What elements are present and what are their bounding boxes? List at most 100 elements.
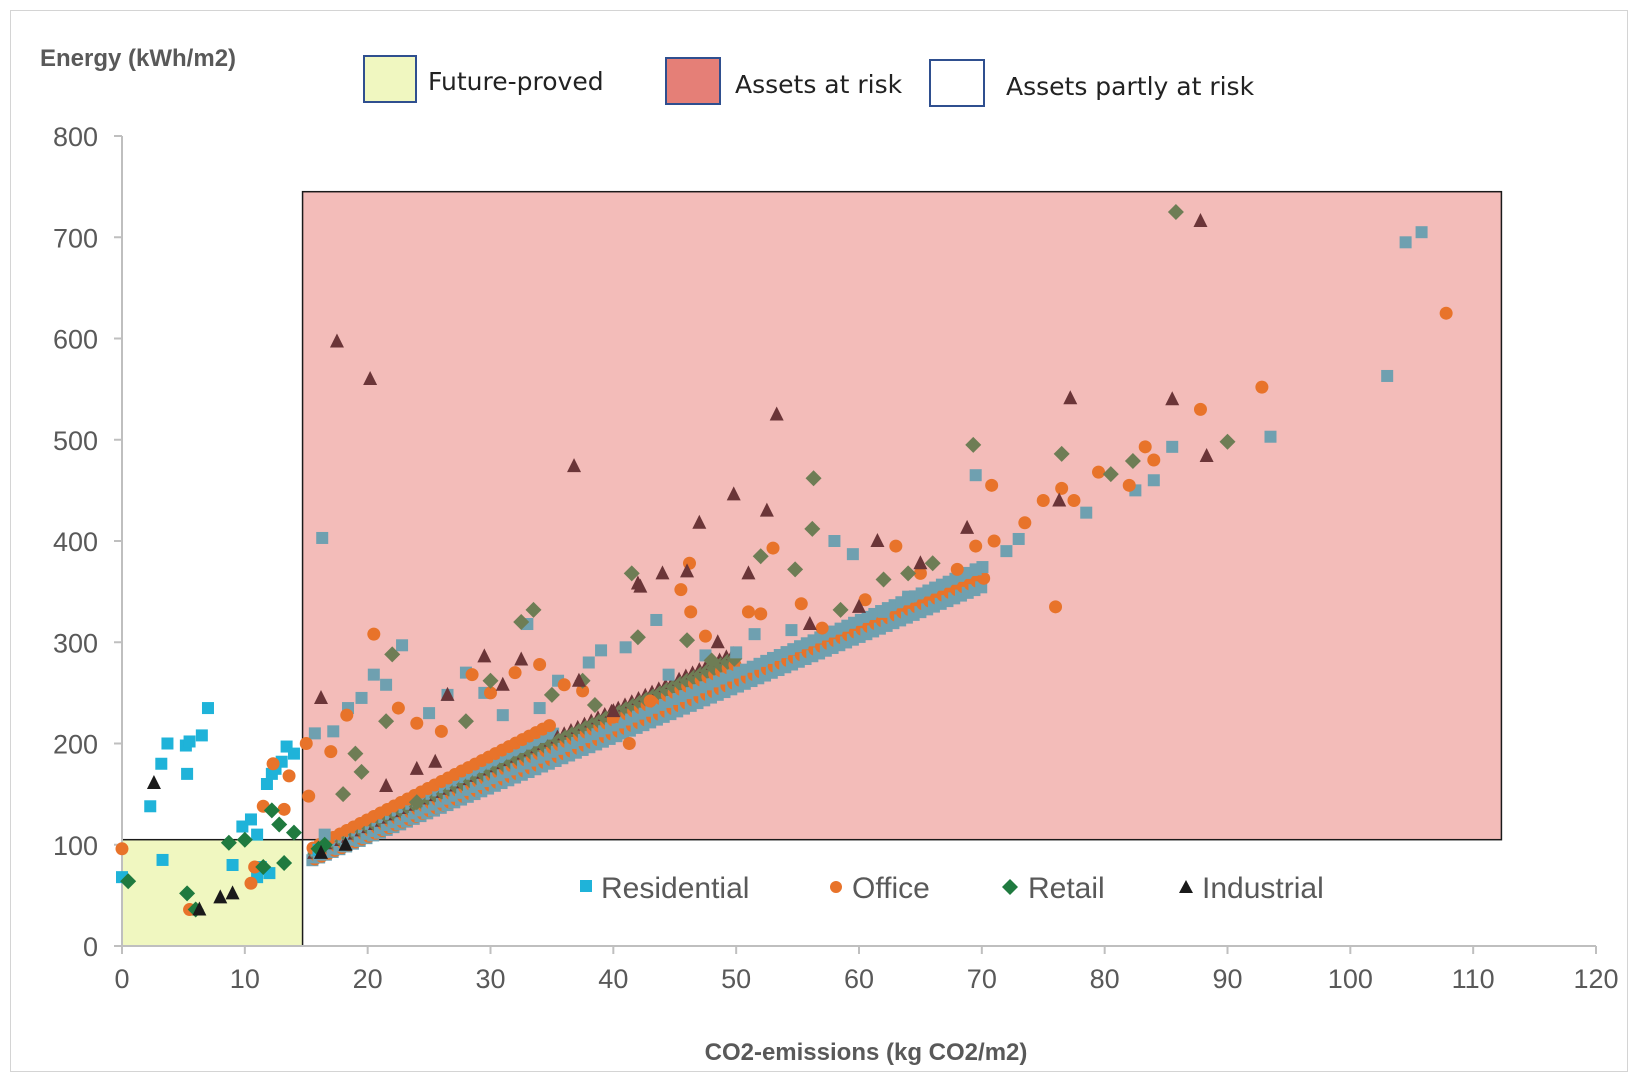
residential-point: [969, 469, 982, 482]
retail-point: [1102, 466, 1119, 483]
industrial-point: [213, 889, 228, 904]
retail-point: [335, 786, 352, 803]
office-point: [1049, 600, 1063, 614]
residential-point: [1166, 440, 1179, 453]
dense-band: [306, 561, 991, 867]
residential-point: [287, 747, 300, 760]
industrial-point: [363, 371, 378, 385]
residential-point: [155, 757, 168, 770]
office-point: [557, 678, 571, 692]
y-tick-label: 200: [53, 730, 98, 760]
retail-point: [629, 629, 646, 646]
industrial-point: [1193, 213, 1208, 228]
legend-label-residential: Residential: [601, 872, 749, 905]
y-tick-label: 700: [53, 223, 98, 253]
office-point: [299, 737, 313, 750]
residential-point: [244, 813, 257, 826]
office-point: [302, 789, 316, 803]
retail-point: [263, 802, 280, 819]
legend-item-future-proved: Future-proved: [363, 55, 604, 103]
x-tick-label: 60: [844, 964, 874, 994]
office-point: [969, 539, 983, 553]
office-point: [115, 842, 129, 856]
office-point: [913, 566, 927, 580]
office-point: [815, 621, 829, 635]
residential-point: [730, 646, 743, 659]
retail-point: [965, 436, 982, 453]
x-tick-label: 120: [1573, 964, 1618, 994]
x-tick-label: 30: [475, 964, 505, 994]
x-tick-label: 100: [1328, 964, 1373, 994]
series-industrial: [146, 213, 1214, 916]
legend-label-assets-at-risk: Assets at risk: [735, 70, 903, 99]
series-legend: Residential Office Retail Industrial: [580, 872, 1324, 905]
residential-point: [316, 531, 329, 544]
x-axis-title: CO2-emissions (kg CO2/m2): [705, 1039, 1028, 1066]
series-retail: [120, 203, 1236, 918]
office-point: [277, 802, 291, 816]
residential-point: [396, 639, 409, 652]
legend-marker-retail: [1002, 879, 1018, 895]
industrial-point: [440, 686, 455, 701]
x-tick-label: 70: [967, 964, 997, 994]
zone-legend: Future-proved Assets at risk Assets part…: [363, 55, 1255, 107]
residential-point: [1147, 474, 1160, 487]
industrial-point: [1052, 492, 1067, 507]
legend-swatch-future-proved: [363, 55, 417, 103]
office-point: [1067, 494, 1081, 507]
residential-point: [1415, 226, 1428, 239]
industrial-point: [225, 885, 240, 900]
office-point: [576, 684, 590, 698]
retail-point: [787, 561, 804, 578]
industrial-point: [1199, 447, 1214, 462]
legend-item-industrial: Industrial: [1179, 872, 1324, 905]
legend-label-assets-partly-at-risk: Assets partly at risk: [1006, 72, 1255, 101]
office-point: [1036, 494, 1050, 507]
office-point: [1122, 478, 1136, 492]
office-point: [465, 668, 479, 682]
retail-point: [804, 520, 821, 537]
x-tick-label: 80: [1090, 964, 1120, 994]
residential-point: [619, 641, 632, 654]
residential-point: [877, 605, 890, 618]
residential-point: [650, 613, 663, 626]
retail-point: [679, 632, 696, 649]
residential-point: [260, 778, 273, 790]
legend-label-office: Office: [852, 872, 930, 905]
residential-point: [161, 737, 174, 750]
office-point: [698, 629, 712, 643]
industrial-point: [313, 844, 328, 859]
residential-point: [969, 563, 982, 576]
industrial-point: [960, 519, 975, 534]
industrial-point: [769, 406, 784, 421]
office-point: [367, 627, 381, 641]
industrial-point: [146, 774, 161, 789]
y-tick-label: 100: [53, 831, 98, 861]
assets-at-risk-zone: [301, 190, 1503, 841]
retail-point: [271, 816, 288, 833]
retail-point: [752, 548, 769, 565]
residential-point: [902, 590, 915, 603]
office-point: [391, 701, 405, 715]
office-point: [674, 583, 688, 597]
retail-point: [236, 831, 253, 848]
legend-item-residential: Residential: [580, 872, 749, 905]
residential-point: [748, 628, 761, 641]
office-point: [987, 534, 1001, 548]
residential-point: [582, 656, 595, 669]
x-tick-label: 110: [1452, 964, 1495, 994]
office-point: [410, 716, 424, 730]
office-point: [643, 694, 657, 708]
x-tick-label: 40: [598, 964, 628, 994]
industrial-point: [313, 689, 328, 704]
legend-item-assets-at-risk: Assets at risk: [665, 57, 903, 105]
industrial-point: [870, 533, 885, 547]
industrial-point: [477, 648, 492, 663]
y-tick-label: 800: [53, 122, 98, 152]
residential-point: [355, 691, 368, 704]
retail-point: [1219, 433, 1236, 450]
series-office: [115, 306, 1453, 917]
office-point: [622, 737, 636, 750]
industrial-point: [759, 502, 774, 517]
